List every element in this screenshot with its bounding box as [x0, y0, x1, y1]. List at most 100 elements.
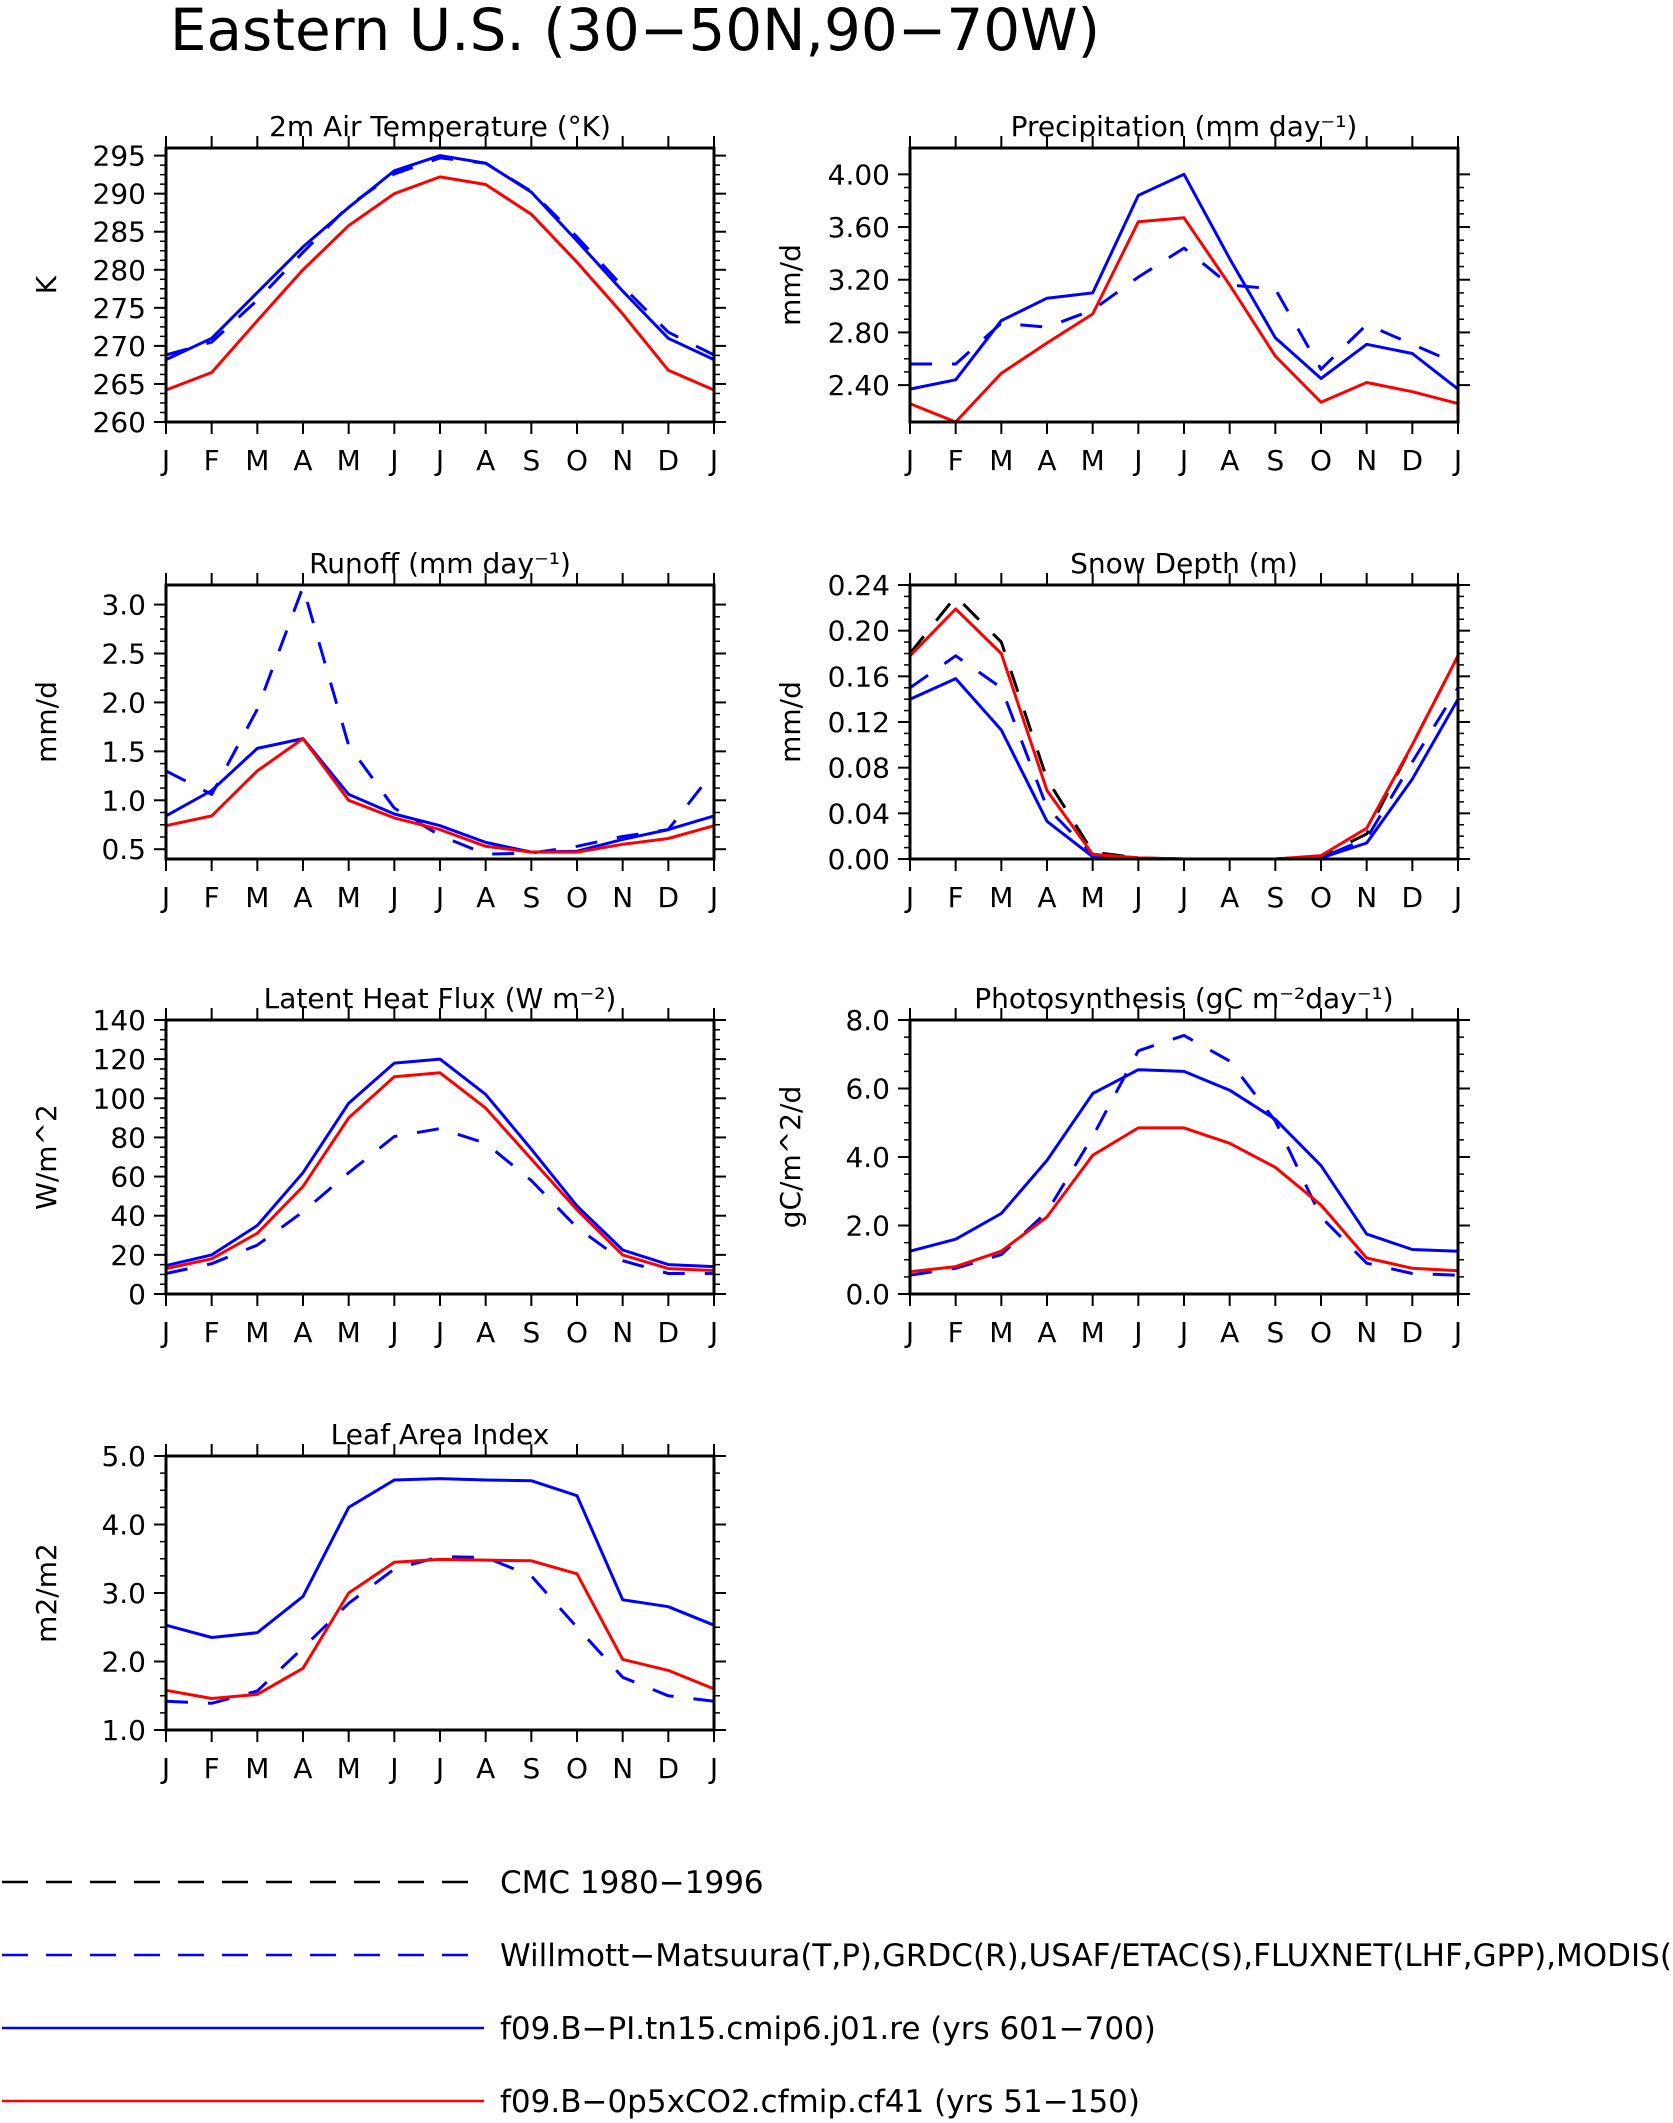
- y-tick-label: 3.60: [828, 211, 890, 244]
- y-tick-label: 0.12: [828, 706, 890, 739]
- x-tick-label: F: [948, 1316, 964, 1349]
- y-tick-label: 1.0: [101, 1714, 146, 1747]
- x-tick-label: A: [476, 444, 495, 477]
- y-tick-label: 6.0: [845, 1073, 890, 1106]
- plot-frame: [164, 583, 716, 861]
- y-tick-label: 2.5: [101, 638, 146, 671]
- legend-label-cmc: CMC 1980−1996: [500, 1865, 764, 1901]
- x-tick-label: D: [658, 1316, 680, 1349]
- x-tick-label: N: [612, 444, 633, 477]
- x-tick-label: N: [612, 881, 633, 914]
- y-axis-label: m2/m2: [30, 1543, 63, 1643]
- series-line-obs: [165, 585, 716, 856]
- series-line-obs: [165, 1127, 714, 1275]
- series-line-model: [909, 1068, 1459, 1253]
- x-tick-label: M: [337, 881, 361, 914]
- chart-panel-4: Latent Heat Flux (W m⁻²)W/m^202040608010…: [30, 982, 726, 1349]
- x-tick-label: J: [708, 881, 718, 914]
- x-tick-label: N: [1356, 444, 1377, 477]
- y-tick-label: 100: [93, 1082, 146, 1115]
- x-tick-label: F: [948, 444, 964, 477]
- x-tick-label: D: [1402, 1316, 1424, 1349]
- x-tick-label: N: [612, 1316, 633, 1349]
- x-tick-label: S: [1266, 881, 1284, 914]
- legend-label-model: f09.B−PI.tn15.cmip6.j01.re (yrs 601−700): [500, 2011, 1156, 2047]
- x-tick-label: M: [989, 444, 1013, 477]
- x-tick-label: J: [708, 1752, 718, 1785]
- y-tick-label: 280: [93, 254, 146, 287]
- series-line-obs: [165, 1555, 715, 1705]
- series-line-co2: [909, 216, 1459, 424]
- y-tick-label: 2.40: [828, 369, 890, 402]
- series-line-model: [165, 1477, 715, 1639]
- y-tick-label: 275: [93, 292, 146, 325]
- series-line-model: [165, 1057, 715, 1269]
- y-tick-label: 2.0: [101, 686, 146, 719]
- x-tick-label: J: [1178, 444, 1188, 477]
- series-line-model: [909, 677, 1460, 861]
- chart-panel-0: 2m Air Temperature (°K)K2602652702752802…: [30, 110, 726, 477]
- figure-title: Eastern U.S. (30−50N,90−70W): [170, 0, 1100, 64]
- x-tick-label: S: [522, 881, 540, 914]
- x-tick-label: M: [1081, 444, 1105, 477]
- x-tick-label: M: [1081, 881, 1105, 914]
- y-tick-label: 3.0: [101, 1577, 146, 1610]
- x-tick-label: D: [1402, 881, 1424, 914]
- legend-label-obs: Willmott−Matsuura(T,P),GRDC(R),USAF/ETAC…: [500, 1938, 1673, 1974]
- x-tick-label: O: [1310, 444, 1332, 477]
- x-tick-label: O: [566, 1316, 588, 1349]
- x-tick-label: M: [989, 881, 1013, 914]
- x-tick-label: J: [1178, 881, 1188, 914]
- y-tick-label: 8.0: [845, 1004, 890, 1037]
- plot-frame: [908, 583, 1460, 861]
- x-tick-label: J: [708, 1316, 718, 1349]
- y-tick-label: 285: [93, 216, 146, 249]
- y-axis-label: gC/m^2/d: [774, 1086, 807, 1229]
- x-tick-label: J: [388, 444, 398, 477]
- series-line-model: [165, 737, 715, 854]
- x-tick-label: O: [1310, 881, 1332, 914]
- x-tick-label: A: [476, 881, 495, 914]
- x-tick-label: J: [160, 1316, 170, 1349]
- series-line-co2: [165, 1557, 715, 1700]
- legend: CMC 1980−1996 Willmott−Matsuura(T,P),GRDC…: [2, 1865, 1673, 2120]
- x-tick-label: A: [476, 1752, 495, 1785]
- x-tick-label: J: [388, 881, 398, 914]
- y-axis-label: K: [30, 275, 63, 294]
- chart-panel-2: Runoff (mm day⁻¹)mm/d0.51.01.52.02.53.0J…: [30, 547, 726, 914]
- x-tick-label: F: [204, 881, 220, 914]
- y-tick-label: 290: [93, 178, 146, 211]
- x-tick-label: J: [388, 1316, 398, 1349]
- x-tick-label: A: [1220, 881, 1239, 914]
- x-tick-label: A: [1220, 1316, 1239, 1349]
- series-line-obs: [909, 1033, 1459, 1277]
- x-tick-label: A: [1037, 881, 1056, 914]
- x-tick-label: M: [989, 1316, 1013, 1349]
- x-tick-label: S: [522, 1752, 540, 1785]
- y-tick-label: 60: [110, 1161, 146, 1194]
- x-tick-label: A: [1037, 1316, 1056, 1349]
- x-tick-label: A: [293, 1316, 312, 1349]
- series-line-co2: [165, 737, 715, 854]
- x-tick-label: J: [1452, 444, 1462, 477]
- x-tick-label: S: [522, 444, 540, 477]
- x-tick-label: M: [337, 1752, 361, 1785]
- y-tick-label: 5.0: [101, 1440, 146, 1473]
- y-tick-label: 4.00: [828, 158, 890, 191]
- legend-label-co2: f09.B−0p5xCO2.cfmip.cf41 (yrs 51−150): [500, 2084, 1140, 2120]
- x-tick-label: F: [948, 881, 964, 914]
- y-tick-label: 120: [93, 1043, 146, 1076]
- y-tick-label: 0.08: [828, 752, 890, 785]
- x-tick-label: M: [337, 444, 361, 477]
- series-line-co2: [165, 1071, 715, 1272]
- x-tick-label: J: [1452, 881, 1462, 914]
- plot-frame: [164, 146, 716, 424]
- x-tick-label: D: [658, 881, 680, 914]
- y-tick-label: 2.0: [101, 1646, 146, 1679]
- x-tick-label: M: [245, 881, 269, 914]
- y-tick-label: 0.24: [828, 569, 890, 602]
- x-tick-label: J: [1132, 444, 1142, 477]
- x-tick-label: A: [293, 881, 312, 914]
